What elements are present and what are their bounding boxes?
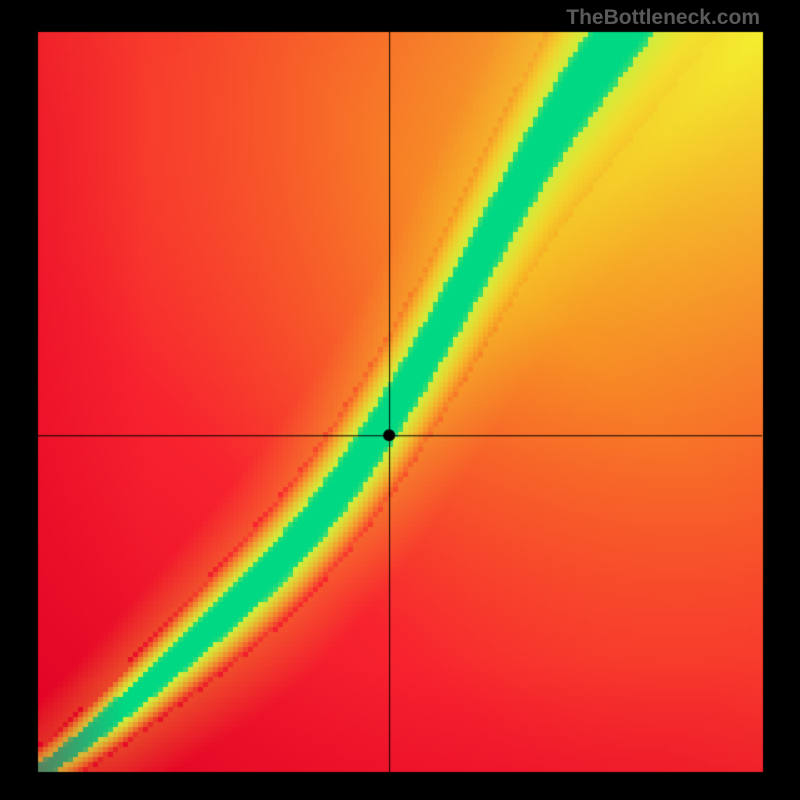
- watermark-text: TheBottleneck.com: [566, 6, 760, 30]
- chart-container: TheBottleneck.com: [0, 0, 800, 800]
- heatmap-canvas: [0, 0, 800, 800]
